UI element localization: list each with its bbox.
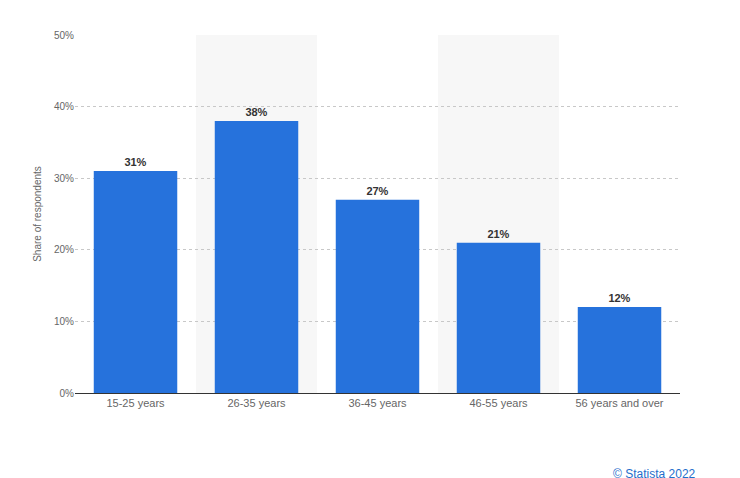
svg-text:38%: 38% <box>245 106 267 118</box>
svg-text:31%: 31% <box>124 156 146 168</box>
svg-text:26-35 years: 26-35 years <box>227 397 286 409</box>
svg-text:56 years and over: 56 years and over <box>575 397 663 409</box>
svg-text:46-55 years: 46-55 years <box>469 397 528 409</box>
svg-text:20%: 20% <box>54 244 74 255</box>
svg-text:50%: 50% <box>54 30 74 41</box>
svg-text:12%: 12% <box>608 292 630 304</box>
svg-text:15-25 years: 15-25 years <box>106 397 165 409</box>
svg-text:27%: 27% <box>366 185 388 197</box>
svg-text:© Statista 2022: © Statista 2022 <box>613 467 696 478</box>
svg-text:Share of respondents: Share of respondents <box>32 166 43 262</box>
svg-text:10%: 10% <box>54 316 74 327</box>
svg-text:30%: 30% <box>54 173 74 184</box>
svg-text:40%: 40% <box>54 101 74 112</box>
svg-text:36-45 years: 36-45 years <box>348 397 407 409</box>
svg-text:21%: 21% <box>487 228 509 240</box>
svg-text:0%: 0% <box>60 388 75 399</box>
